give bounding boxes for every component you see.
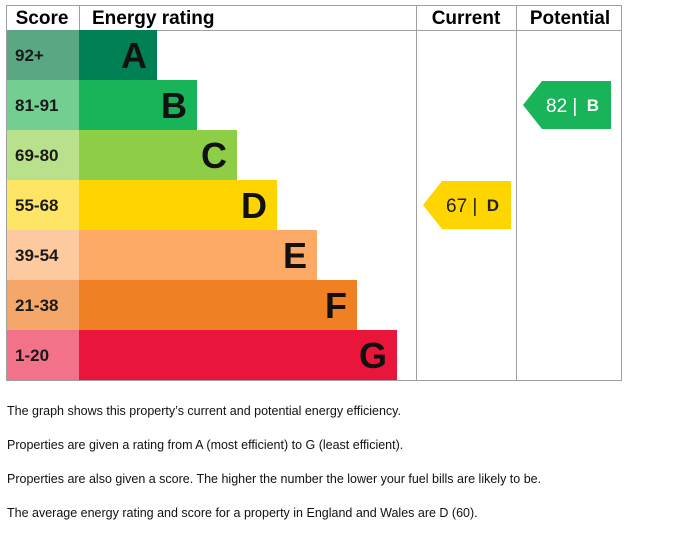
rating-bar-letter: F (325, 285, 347, 326)
potential-rating-arrow-letter: B (587, 96, 599, 115)
explanatory-notes: The graph shows this property’s current … (7, 404, 667, 540)
potential-header: Potential (530, 8, 610, 29)
score-cell-f (7, 280, 79, 330)
score-cell-a (7, 30, 79, 80)
rating-bar-letter: B (161, 85, 187, 126)
band-d: 55-68 D (7, 180, 277, 230)
rating-bar-letter: E (283, 235, 307, 276)
score-range-label: 69-80 (15, 146, 58, 165)
potential-rating-arrow-score: 82 | (546, 96, 577, 117)
score-range-label: 21-38 (15, 296, 58, 315)
score-range-label: 55-68 (15, 196, 58, 215)
rating-bar-letter: D (241, 185, 267, 226)
band-g: 1-20 G (7, 330, 397, 380)
note-average: The average energy rating and score for … (7, 506, 478, 520)
score-cell-c (7, 130, 79, 180)
note-graph: The graph shows this property’s current … (7, 404, 401, 418)
note-score: Properties are also given a score. The h… (7, 472, 542, 486)
score-cell-e (7, 230, 79, 280)
rating-bar-d (79, 180, 277, 230)
score-cell-b (7, 80, 79, 130)
rating-bar-a (79, 30, 157, 80)
epc-chart: Score Energy rating Current Potential 92… (6, 5, 622, 381)
score-cell-d (7, 180, 79, 230)
rating-bar-letter: G (359, 335, 387, 376)
energy-rating-header: Energy rating (92, 8, 214, 29)
score-header: Score (16, 8, 69, 29)
score-range-label: 81-91 (15, 96, 58, 115)
score-range-label: 92+ (15, 46, 44, 65)
rating-arrows: 67 | D 82 | B (423, 81, 611, 229)
score-cell-g (7, 330, 79, 380)
current-rating-arrow-letter: D (487, 196, 499, 215)
note-rating: Properties are given a rating from A (mo… (7, 438, 404, 452)
band-e: 39-54 E (7, 230, 317, 280)
potential-rating-arrow: 82 | B (523, 81, 611, 129)
current-header: Current (432, 8, 501, 29)
score-range-label: 1-20 (15, 346, 49, 365)
current-rating-arrow-shape (423, 181, 511, 229)
band-a: 92+ A (7, 30, 157, 80)
rating-bar-b (79, 80, 197, 130)
rating-bar-c (79, 130, 237, 180)
rating-bar-letter: C (201, 135, 227, 176)
rating-bar-f (79, 280, 357, 330)
band-c: 69-80 C (7, 130, 237, 180)
score-range-label: 39-54 (15, 246, 59, 265)
rating-bar-e (79, 230, 317, 280)
rating-bar-letter: A (121, 35, 147, 76)
table-frame (6, 5, 622, 381)
rating-bands: 92+ A 81-91 B 69-80 C 55-68 D 39-54 E 21-38 F 1-20 G (7, 30, 397, 380)
band-f: 21-38 F (7, 280, 357, 330)
current-rating-arrow: 67 | D (423, 181, 511, 229)
current-rating-arrow-score: 67 | (446, 196, 477, 217)
potential-rating-arrow-shape (523, 81, 611, 129)
band-b: 81-91 B (7, 80, 197, 130)
rating-bar-g (79, 330, 397, 380)
